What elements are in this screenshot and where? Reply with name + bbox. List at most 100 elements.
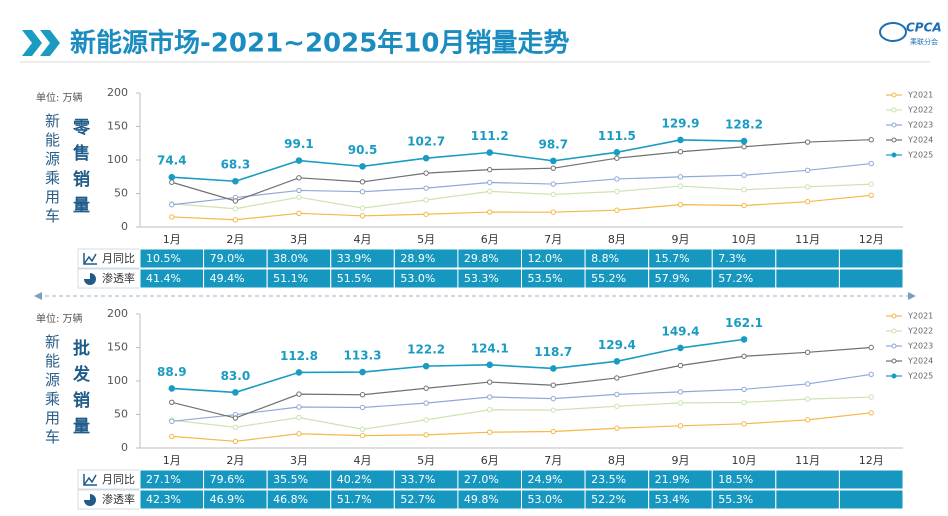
x-tick-label: 9月 — [671, 233, 689, 246]
cell-value: 57.9% — [655, 272, 690, 285]
point — [550, 428, 556, 435]
cell — [838, 489, 904, 510]
legend-label: Y2023 — [907, 342, 933, 351]
point — [296, 210, 302, 217]
data-label: 90.5 — [348, 143, 378, 157]
point — [677, 423, 684, 429]
cell-value: 28.9% — [400, 252, 435, 265]
data-label: 112.8 — [280, 349, 318, 363]
point — [804, 417, 811, 423]
unit-label: 单位: 万辆 — [36, 312, 83, 325]
cell-value: 7.3% — [718, 252, 746, 265]
point — [550, 191, 556, 198]
point — [614, 176, 620, 182]
point — [487, 179, 493, 186]
data-label: 118.7 — [534, 345, 572, 359]
series-line — [171, 346, 872, 419]
point — [487, 407, 493, 413]
y-axis-title: 零售销量 — [69, 118, 91, 222]
point — [614, 155, 620, 161]
arrow — [908, 292, 916, 300]
point — [487, 188, 493, 195]
point — [232, 206, 239, 212]
cell-value: 52.2% — [591, 493, 626, 506]
point — [614, 375, 620, 381]
point — [423, 400, 429, 406]
legend-marker — [891, 358, 897, 364]
cell — [838, 469, 904, 490]
y-tick-label: 150 — [107, 120, 128, 133]
point — [422, 154, 430, 162]
x-tick-label: 2月 — [226, 454, 244, 467]
point — [868, 136, 874, 143]
point — [296, 175, 302, 181]
point — [359, 188, 366, 195]
y-tick-label: 150 — [107, 341, 128, 354]
point — [550, 209, 556, 215]
y-tick-label: 100 — [107, 153, 128, 166]
x-tick-label: 9月 — [671, 454, 689, 467]
cell-value: 33.9% — [337, 252, 372, 265]
point — [677, 201, 684, 208]
cell-value: 35.5% — [273, 473, 308, 486]
series-line — [171, 139, 872, 202]
point — [677, 136, 684, 144]
point — [232, 424, 239, 430]
y-tick-label: 0 — [121, 220, 128, 233]
point — [423, 170, 429, 176]
page-title: 新能源市场-2021~2025年10月销量走势 — [70, 28, 570, 59]
title-bar: 新能源市场-2021~2025年10月销量走势 CPCA 乘联分会 — [20, 21, 942, 63]
point — [741, 353, 747, 359]
series-line — [171, 396, 872, 430]
point — [359, 426, 366, 432]
point — [359, 179, 366, 185]
point — [423, 385, 429, 391]
point — [804, 198, 811, 205]
point — [169, 433, 175, 440]
data-label: 74.4 — [157, 154, 187, 168]
legend-label: Y2022 — [907, 327, 933, 336]
legend-label: Y2025 — [907, 372, 933, 381]
cell-value: 79.6% — [210, 473, 245, 486]
legend-marker — [891, 92, 897, 98]
cell — [838, 248, 904, 269]
cell-value: 53.3% — [464, 272, 499, 285]
legend-label: Y2024 — [907, 357, 933, 366]
x-tick-label: 6月 — [481, 454, 499, 467]
data-label: 113.3 — [344, 349, 382, 363]
x-tick-label: 2月 — [226, 233, 244, 246]
series-line — [171, 194, 872, 221]
cell-value: 53.5% — [528, 272, 563, 285]
legend-marker — [891, 343, 897, 349]
point — [741, 202, 747, 209]
point — [741, 144, 747, 150]
side-label: 新能源乘用车 — [43, 113, 61, 227]
legend-marker — [891, 107, 897, 113]
point — [296, 431, 302, 437]
cell-value: 24.9% — [528, 473, 563, 486]
cell — [775, 469, 840, 490]
point — [804, 184, 811, 190]
x-tick-label: 11月 — [795, 233, 820, 246]
chevron — [40, 30, 60, 56]
cell — [775, 268, 840, 289]
x-tick-label: 5月 — [417, 454, 435, 467]
cell — [775, 489, 840, 510]
point — [613, 148, 621, 156]
logo-sub: 乘联分会 — [910, 37, 938, 46]
row-label: 渗透率 — [102, 271, 135, 285]
cell-value: 38.0% — [273, 252, 308, 265]
cell-value: 46.8% — [273, 493, 308, 506]
series-line — [171, 373, 872, 422]
x-tick-label: 12月 — [859, 454, 884, 467]
x-tick-label: 12月 — [859, 233, 884, 246]
icon-trend — [83, 474, 97, 486]
point — [677, 183, 684, 189]
point — [549, 365, 557, 372]
x-tick-label: 6月 — [481, 233, 499, 246]
point — [423, 197, 429, 203]
point — [232, 438, 239, 444]
icon-trend — [83, 253, 97, 265]
cell-value: 53.0% — [528, 493, 563, 506]
